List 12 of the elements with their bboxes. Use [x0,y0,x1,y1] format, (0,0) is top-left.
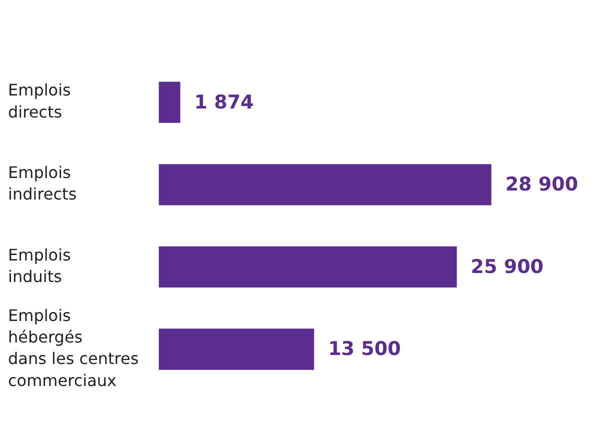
y-tick-label: Emplois induits [8,245,71,286]
bar [158,246,457,288]
bar [158,164,492,206]
data-label: 25 900 [470,256,544,278]
bar [158,82,180,123]
data-label: 13 500 [328,338,401,360]
y-tick-label: Emplois indirects [8,163,77,204]
y-tick-label: Emplois directs [8,80,71,122]
data-label: 28 900 [505,174,578,196]
data-label: 1 874 [194,91,254,114]
bar [158,328,314,370]
y-tick-label: Emplois hébergés dans les centres commerciaux [8,306,139,390]
